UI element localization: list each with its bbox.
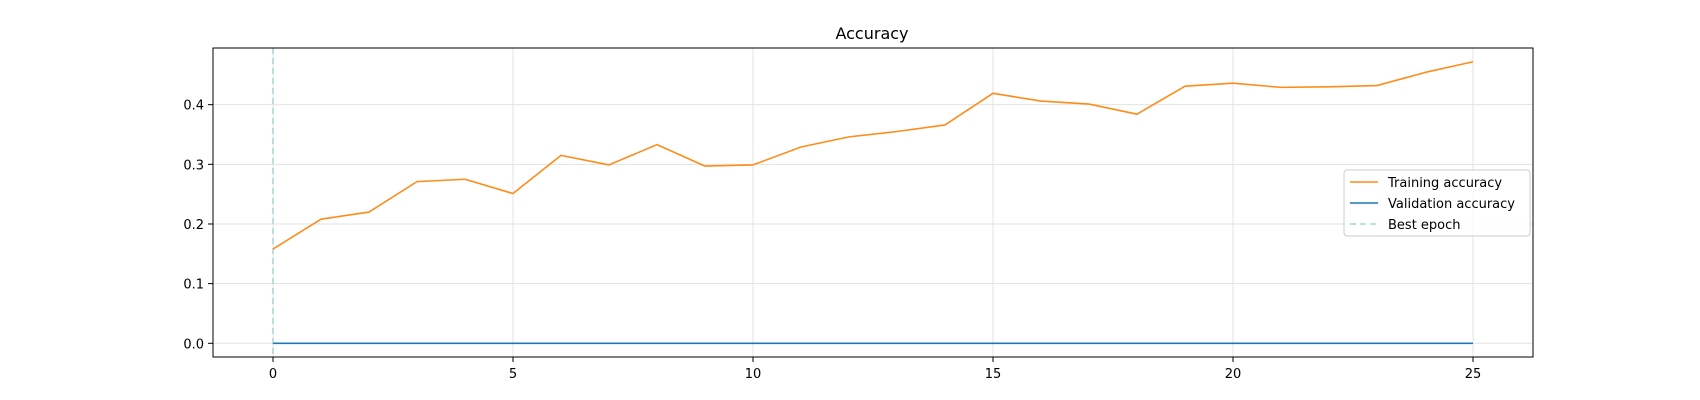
legend-box — [1343, 169, 1531, 237]
series-line-training — [272, 60, 1474, 250]
plot-frame — [212, 47, 1534, 358]
legend-label-best-epoch: Best epoch — [1388, 218, 1461, 233]
y-tick-label: 0.4 — [183, 99, 204, 114]
y-tick-label: 0.3 — [183, 158, 204, 173]
x-tick-label: 25 — [1465, 367, 1482, 382]
legend-label-training: Training accuracy — [1387, 176, 1502, 191]
y-tick-label: 0.1 — [183, 278, 204, 293]
x-tick-label: 5 — [509, 367, 517, 382]
y-tick-label: 0.0 — [183, 337, 204, 352]
legend-label-validation: Validation accuracy — [1388, 197, 1515, 212]
x-axis: 0 5 10 15 20 25 — [269, 357, 1481, 382]
x-tick-label: 20 — [1225, 367, 1242, 382]
series-group — [272, 60, 1474, 345]
x-tick-label: 10 — [745, 367, 762, 382]
x-tick-label: 15 — [985, 367, 1002, 382]
grid — [213, 48, 1533, 357]
y-axis: 0.0 0.1 0.2 0.3 0.4 — [183, 99, 213, 352]
y-tick-label: 0.2 — [183, 218, 204, 233]
chart-title: Accuracy — [835, 24, 908, 43]
legend: Training accuracy Validation accuracy Best… — [1343, 169, 1531, 237]
x-tick-label: 0 — [269, 367, 277, 382]
